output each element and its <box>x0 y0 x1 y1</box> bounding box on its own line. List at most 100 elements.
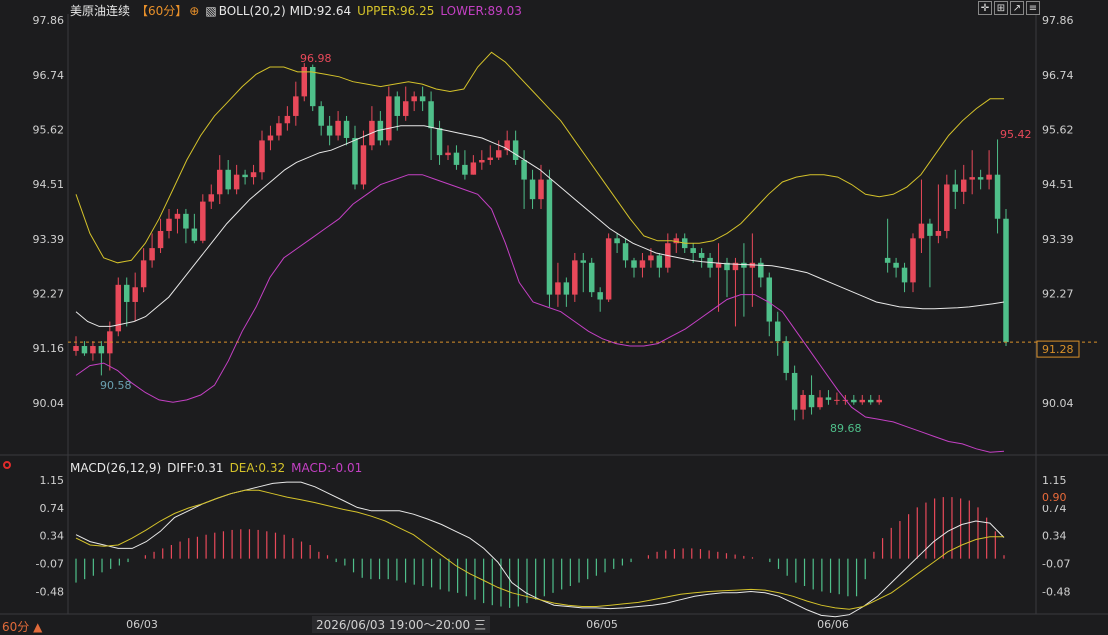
macd-y-tick-left: -0.48 <box>36 585 64 598</box>
boll-mid-line <box>75 125 1005 327</box>
candle-body <box>419 96 426 102</box>
candle-body <box>834 399 840 401</box>
y-tick-right: 90.04 <box>1042 397 1074 410</box>
candle-body <box>174 213 181 219</box>
boll-upper-line <box>75 51 1004 264</box>
candle-body <box>639 260 646 268</box>
period-tag[interactable]: 【60分】 <box>136 4 188 18</box>
candle-body <box>242 174 248 178</box>
menu-icon[interactable]: ≡ <box>1026 1 1040 15</box>
settings-icon[interactable]: ⊕ <box>189 4 200 18</box>
candle-body <box>588 262 595 293</box>
candle-body <box>157 230 164 249</box>
y-tick-right: 95.62 <box>1042 124 1074 137</box>
candle-body <box>690 248 696 254</box>
y-tick-left: 93.39 <box>33 233 65 246</box>
low-annotation: 89.68 <box>830 422 862 435</box>
y-tick-left: 94.51 <box>33 178 65 191</box>
macd-label[interactable]: MACD(26,12,9) <box>70 461 162 475</box>
candle-body <box>918 223 925 239</box>
candle-body <box>276 123 282 136</box>
macd-y-tick-right: 0.74 <box>1042 502 1067 515</box>
macd-macd-value: MACD:-0.01 <box>291 461 363 475</box>
candle-body <box>73 346 79 351</box>
candle-body <box>512 140 519 160</box>
candle-body <box>656 255 663 268</box>
candle-body <box>605 238 612 300</box>
candle-body <box>935 230 942 236</box>
current-price-box <box>1036 340 1080 358</box>
candle-body <box>436 128 443 156</box>
candle-body <box>216 169 223 195</box>
candle-body <box>132 287 138 302</box>
candle-body <box>910 238 916 283</box>
candle-body <box>259 140 265 173</box>
candle-body <box>487 157 494 160</box>
draw-icon[interactable]: ↗ <box>1010 1 1024 15</box>
macd-y-tick-right: 0.34 <box>1042 529 1067 542</box>
candle-body <box>876 399 882 403</box>
y-tick-left: 90.04 <box>33 397 65 410</box>
candle-body <box>352 137 358 185</box>
candle-body <box>470 162 477 175</box>
candle-body <box>521 160 527 180</box>
candle-body <box>81 346 88 354</box>
candle-body <box>842 399 849 401</box>
macd-dea-value: DEA:0.32 <box>229 461 286 475</box>
candle-body <box>225 169 231 190</box>
y-tick-left: 91.16 <box>33 342 65 355</box>
macd-diff-value: DIFF:0.31 <box>167 461 224 475</box>
candle-body <box>563 282 570 295</box>
zoom-icon[interactable]: ⊞ <box>994 1 1008 15</box>
y-tick-right: 93.39 <box>1042 233 1074 246</box>
candle-body <box>884 257 891 263</box>
x-tick: 06/05 <box>586 618 618 631</box>
candle-body <box>200 201 206 241</box>
candle-body <box>107 331 113 354</box>
macd-y-tick-left: -0.07 <box>36 557 64 570</box>
last-high-annotation: 95.42 <box>1000 128 1032 141</box>
candle-body <box>732 262 739 271</box>
macd-y-tick-left: 0.74 <box>40 502 65 515</box>
candle-body <box>783 341 789 373</box>
candle-body <box>817 397 823 408</box>
candle-body <box>944 184 950 231</box>
macd-right-label: 0.90 <box>1042 491 1067 504</box>
boll-lower-line <box>75 174 1005 453</box>
x-tick: 06/06 <box>817 618 849 631</box>
boll-label[interactable]: BOLL(20,2) <box>218 4 286 18</box>
candle-body <box>715 262 722 268</box>
candle-body <box>149 248 155 261</box>
candle-body <box>479 160 485 163</box>
indicator-toggle-icon[interactable] <box>3 461 11 469</box>
candle-body <box>758 262 764 278</box>
candle-body <box>495 150 502 158</box>
candle-body <box>233 174 240 190</box>
chart-toolbar: ✛ ⊞ ↗ ≡ <box>978 1 1040 15</box>
candle-body <box>555 282 561 295</box>
candle-body <box>326 125 333 136</box>
y-tick-left: 97.86 <box>33 14 65 27</box>
candle-body <box>994 174 1001 219</box>
crosshair-icon[interactable]: ✛ <box>978 1 992 15</box>
candle-body <box>301 66 308 97</box>
candle-body <box>546 179 553 295</box>
macd-dea-line <box>75 489 1004 610</box>
candle-body <box>572 260 578 295</box>
x-tick: 06/03 <box>126 618 158 631</box>
candle-body <box>98 346 105 354</box>
y-tick-left: 96.74 <box>33 69 65 82</box>
macd-y-tick-right: -0.07 <box>1042 557 1070 570</box>
y-tick-right: 92.27 <box>1042 288 1074 301</box>
candle-body <box>428 101 434 129</box>
candle-body <box>402 101 409 116</box>
candle-body <box>90 346 96 354</box>
candle-body <box>504 140 510 151</box>
period-selector[interactable]: 60分 ▲ <box>2 620 43 634</box>
candle-body <box>791 372 798 410</box>
candle-body <box>724 262 730 271</box>
candle-body <box>267 135 274 141</box>
candle-body <box>901 267 908 283</box>
cursor-time-label: 2026/06/03 19:00～20:00 三 <box>312 616 490 633</box>
candle-body <box>808 394 815 408</box>
